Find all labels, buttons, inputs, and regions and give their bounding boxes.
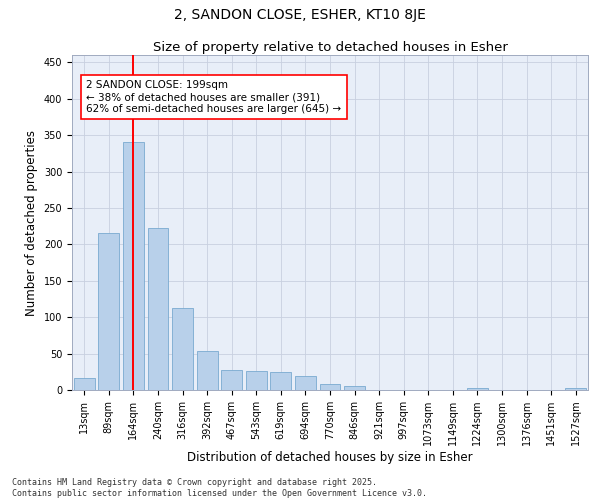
Bar: [295, 376, 316, 390]
Bar: [344, 386, 365, 390]
Bar: [565, 388, 586, 390]
Bar: [221, 370, 242, 390]
Text: 2, SANDON CLOSE, ESHER, KT10 8JE: 2, SANDON CLOSE, ESHER, KT10 8JE: [174, 8, 426, 22]
Bar: [246, 371, 267, 390]
Bar: [148, 228, 169, 390]
Text: Contains HM Land Registry data © Crown copyright and database right 2025.
Contai: Contains HM Land Registry data © Crown c…: [12, 478, 427, 498]
Title: Size of property relative to detached houses in Esher: Size of property relative to detached ho…: [152, 41, 508, 54]
Bar: [74, 378, 95, 390]
Y-axis label: Number of detached properties: Number of detached properties: [25, 130, 38, 316]
X-axis label: Distribution of detached houses by size in Esher: Distribution of detached houses by size …: [187, 451, 473, 464]
Bar: [320, 384, 340, 390]
Bar: [172, 308, 193, 390]
Bar: [98, 234, 119, 390]
Bar: [123, 142, 144, 390]
Text: 2 SANDON CLOSE: 199sqm
← 38% of detached houses are smaller (391)
62% of semi-de: 2 SANDON CLOSE: 199sqm ← 38% of detached…: [86, 80, 341, 114]
Bar: [271, 372, 292, 390]
Bar: [197, 350, 218, 390]
Bar: [467, 388, 488, 390]
